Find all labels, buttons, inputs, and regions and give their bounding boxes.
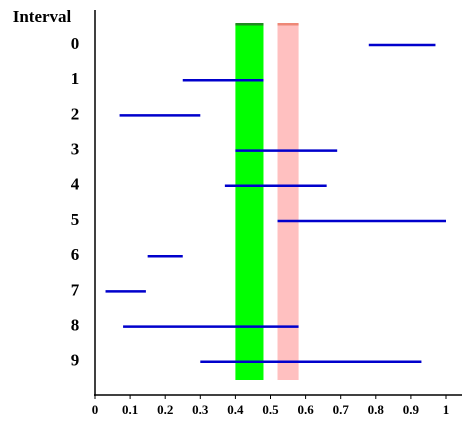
y-tick-label: 2: [71, 104, 80, 123]
band-edge: [277, 23, 299, 26]
y-axis-label: Interval: [13, 7, 72, 26]
y-tick-label: 3: [71, 140, 80, 159]
band-edge: [235, 23, 264, 26]
x-tick-label: 0.8: [368, 402, 385, 417]
y-tick-label: 0: [71, 34, 80, 53]
x-tick-label: 0.1: [122, 402, 138, 417]
x-tick-label: 0.6: [297, 402, 314, 417]
y-tick-label: 6: [71, 245, 80, 264]
y-tick-label: 1: [71, 69, 80, 88]
band: [277, 24, 299, 380]
x-tick-label: 0.9: [403, 402, 420, 417]
x-tick-label: 0.3: [192, 402, 209, 417]
x-tick-label: 0.2: [157, 402, 173, 417]
x-tick-label: 0.5: [262, 402, 279, 417]
x-tick-label: 0: [92, 402, 99, 417]
y-tick-label: 5: [71, 210, 80, 229]
x-tick-label: 0.4: [227, 402, 244, 417]
x-tick-label: 0.7: [333, 402, 350, 417]
y-tick-label: 8: [71, 316, 80, 335]
y-tick-label: 9: [71, 351, 80, 370]
x-tick-label: 1: [443, 402, 450, 417]
y-tick-label: 7: [71, 280, 80, 299]
y-tick-label: 4: [71, 175, 80, 194]
band: [235, 24, 264, 380]
